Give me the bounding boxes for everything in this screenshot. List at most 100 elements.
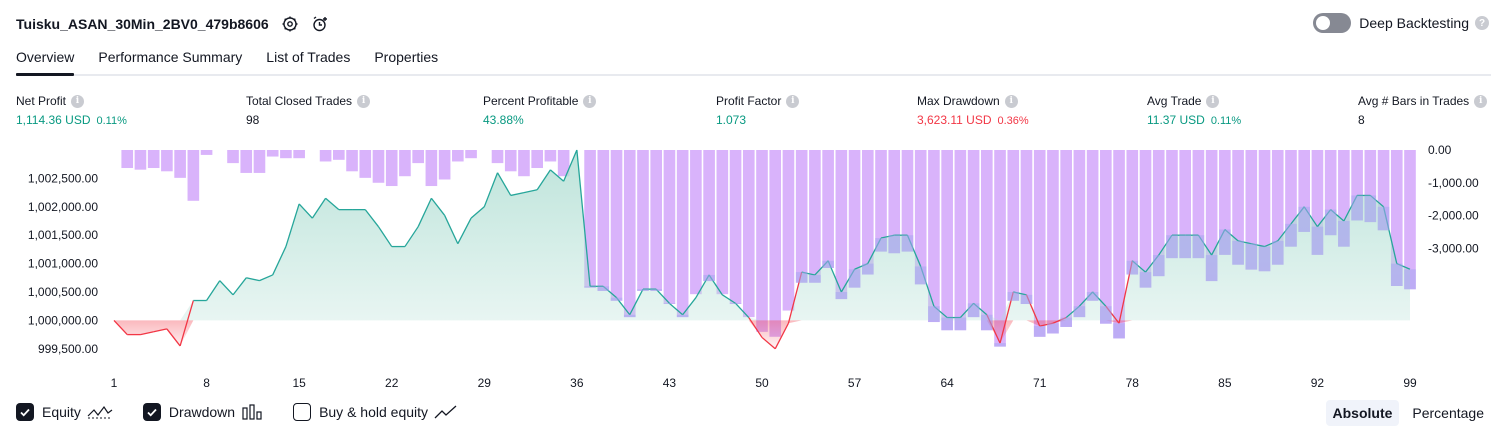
drawdown-bar[interactable] bbox=[967, 150, 980, 318]
drawdown-bar[interactable] bbox=[835, 150, 848, 300]
drawdown-bar[interactable] bbox=[623, 150, 636, 318]
drawdown-bar[interactable] bbox=[465, 150, 477, 159]
drawdown-bar[interactable] bbox=[1113, 150, 1125, 339]
help-icon[interactable]: ? bbox=[1475, 16, 1489, 30]
drawdown-bar[interactable] bbox=[637, 150, 649, 291]
drawdown-bar[interactable] bbox=[174, 150, 186, 178]
info-icon[interactable]: i bbox=[1004, 94, 1018, 108]
drawdown-bar[interactable] bbox=[359, 150, 372, 178]
drawdown-bar[interactable] bbox=[346, 150, 358, 172]
drawdown-bar[interactable] bbox=[253, 150, 266, 173]
drawdown-bar[interactable] bbox=[690, 150, 702, 295]
drawdown-checkbox[interactable] bbox=[142, 403, 161, 421]
drawdown-bar[interactable] bbox=[280, 150, 292, 159]
tab-properties[interactable]: Properties bbox=[374, 49, 439, 65]
drawdown-bar[interactable] bbox=[134, 150, 147, 170]
drawdown-bar[interactable] bbox=[491, 150, 504, 164]
legend-equity[interactable]: Equity bbox=[16, 403, 113, 421]
tab-list-of-trades[interactable]: List of Trades bbox=[266, 49, 351, 65]
drawdown-bar[interactable] bbox=[1100, 150, 1112, 324]
drawdown-bar[interactable] bbox=[650, 150, 663, 291]
drawdown-bar[interactable] bbox=[795, 150, 808, 283]
drawdown-bar[interactable] bbox=[584, 150, 596, 288]
drawdown-bar[interactable] bbox=[703, 150, 715, 282]
drawdown-bar[interactable] bbox=[266, 150, 279, 157]
drawdown-bar[interactable] bbox=[187, 150, 200, 201]
drawdown-bar[interactable] bbox=[1324, 150, 1337, 236]
drawdown-bar[interactable] bbox=[822, 150, 834, 268]
drawdown-bar[interactable] bbox=[1258, 150, 1271, 272]
drawdown-bar[interactable] bbox=[994, 150, 1006, 347]
drawdown-bar[interactable] bbox=[438, 150, 451, 180]
info-icon[interactable]: i bbox=[357, 94, 371, 108]
drawdown-bar[interactable] bbox=[1311, 150, 1324, 255]
tab-overview[interactable]: Overview bbox=[16, 46, 75, 76]
info-icon[interactable]: i bbox=[786, 94, 800, 108]
drawdown-bar[interactable] bbox=[1232, 150, 1244, 265]
drawdown-bar[interactable] bbox=[848, 150, 861, 288]
equity-checkbox[interactable] bbox=[16, 403, 34, 421]
drawdown-bar[interactable] bbox=[227, 150, 239, 164]
drawdown-bar[interactable] bbox=[452, 150, 464, 162]
drawdown-bar[interactable] bbox=[1338, 150, 1350, 247]
drawdown-bar[interactable] bbox=[425, 150, 438, 187]
legend-buy-hold[interactable]: Buy & hold equity bbox=[293, 403, 458, 421]
drawdown-bar[interactable] bbox=[544, 150, 557, 162]
drawdown-bar[interactable] bbox=[531, 150, 543, 169]
drawdown-bar[interactable] bbox=[809, 150, 821, 283]
drawdown-bar[interactable] bbox=[1152, 150, 1165, 277]
drawdown-bar[interactable] bbox=[1245, 150, 1258, 270]
drawdown-bar[interactable] bbox=[1285, 150, 1297, 247]
drawdown-bar[interactable] bbox=[610, 150, 623, 301]
drawdown-bar[interactable] bbox=[399, 150, 411, 177]
drawdown-bar[interactable] bbox=[1271, 150, 1284, 265]
drawdown-bar[interactable] bbox=[914, 150, 927, 285]
drawdown-bar[interactable] bbox=[1086, 150, 1099, 301]
drawdown-bar[interactable] bbox=[1377, 150, 1390, 231]
drawdown-bar[interactable] bbox=[901, 150, 914, 252]
equity-drawdown-chart[interactable]: 1,002,500.00 1,002,000.00 1,001,500.00 1,00… bbox=[0, 140, 1507, 395]
drawdown-bar[interactable] bbox=[1192, 150, 1205, 259]
info-icon[interactable]: i bbox=[583, 94, 597, 108]
drawdown-bar[interactable] bbox=[729, 150, 742, 305]
drawdown-bar[interactable] bbox=[1205, 150, 1218, 282]
drawdown-bar[interactable] bbox=[1126, 150, 1139, 275]
drawdown-bar[interactable] bbox=[1007, 150, 1020, 301]
drawdown-bar[interactable] bbox=[147, 150, 160, 169]
settings-gear-icon[interactable] bbox=[281, 15, 299, 33]
drawdown-bar[interactable] bbox=[769, 150, 782, 337]
drawdown-bar[interactable] bbox=[504, 150, 517, 172]
drawdown-bar[interactable] bbox=[1033, 150, 1046, 337]
legend-drawdown[interactable]: Drawdown bbox=[142, 403, 263, 421]
drawdown-bar[interactable] bbox=[676, 150, 689, 318]
add-alert-icon[interactable] bbox=[311, 15, 329, 33]
drawdown-bar[interactable] bbox=[1404, 150, 1416, 290]
drawdown-bar[interactable] bbox=[756, 150, 768, 332]
drawdown-bar[interactable] bbox=[742, 150, 755, 318]
drawdown-bar[interactable] bbox=[1139, 150, 1152, 288]
info-icon[interactable]: i bbox=[1206, 94, 1220, 108]
drawdown-bar[interactable] bbox=[518, 150, 530, 177]
drawdown-bar[interactable] bbox=[240, 150, 253, 173]
drawdown-bar[interactable] bbox=[1020, 150, 1033, 305]
drawdown-bar[interactable] bbox=[1364, 150, 1377, 223]
drawdown-bar[interactable] bbox=[385, 150, 398, 187]
drawdown-bar[interactable] bbox=[928, 150, 940, 323]
drawdown-bar[interactable] bbox=[1047, 150, 1059, 334]
drawdown-bar[interactable] bbox=[782, 150, 795, 311]
drawdown-bar[interactable] bbox=[1351, 150, 1363, 221]
drawdown-bar[interactable] bbox=[875, 150, 887, 252]
drawdown-bar[interactable] bbox=[954, 150, 967, 331]
drawdown-bar[interactable] bbox=[1166, 150, 1178, 259]
drawdown-bar[interactable] bbox=[941, 150, 953, 331]
drawdown-bar[interactable] bbox=[1219, 150, 1231, 255]
drawdown-bar[interactable] bbox=[372, 150, 385, 183]
drawdown-bar[interactable] bbox=[1298, 150, 1311, 232]
drawdown-bar[interactable] bbox=[1073, 150, 1086, 318]
drawdown-bar[interactable] bbox=[121, 150, 134, 169]
drawdown-bar[interactable] bbox=[861, 150, 874, 275]
drawdown-bar[interactable] bbox=[1390, 150, 1403, 286]
drawdown-bar[interactable] bbox=[716, 150, 729, 295]
drawdown-bar[interactable] bbox=[293, 150, 305, 159]
drawdown-bar[interactable] bbox=[981, 150, 993, 331]
